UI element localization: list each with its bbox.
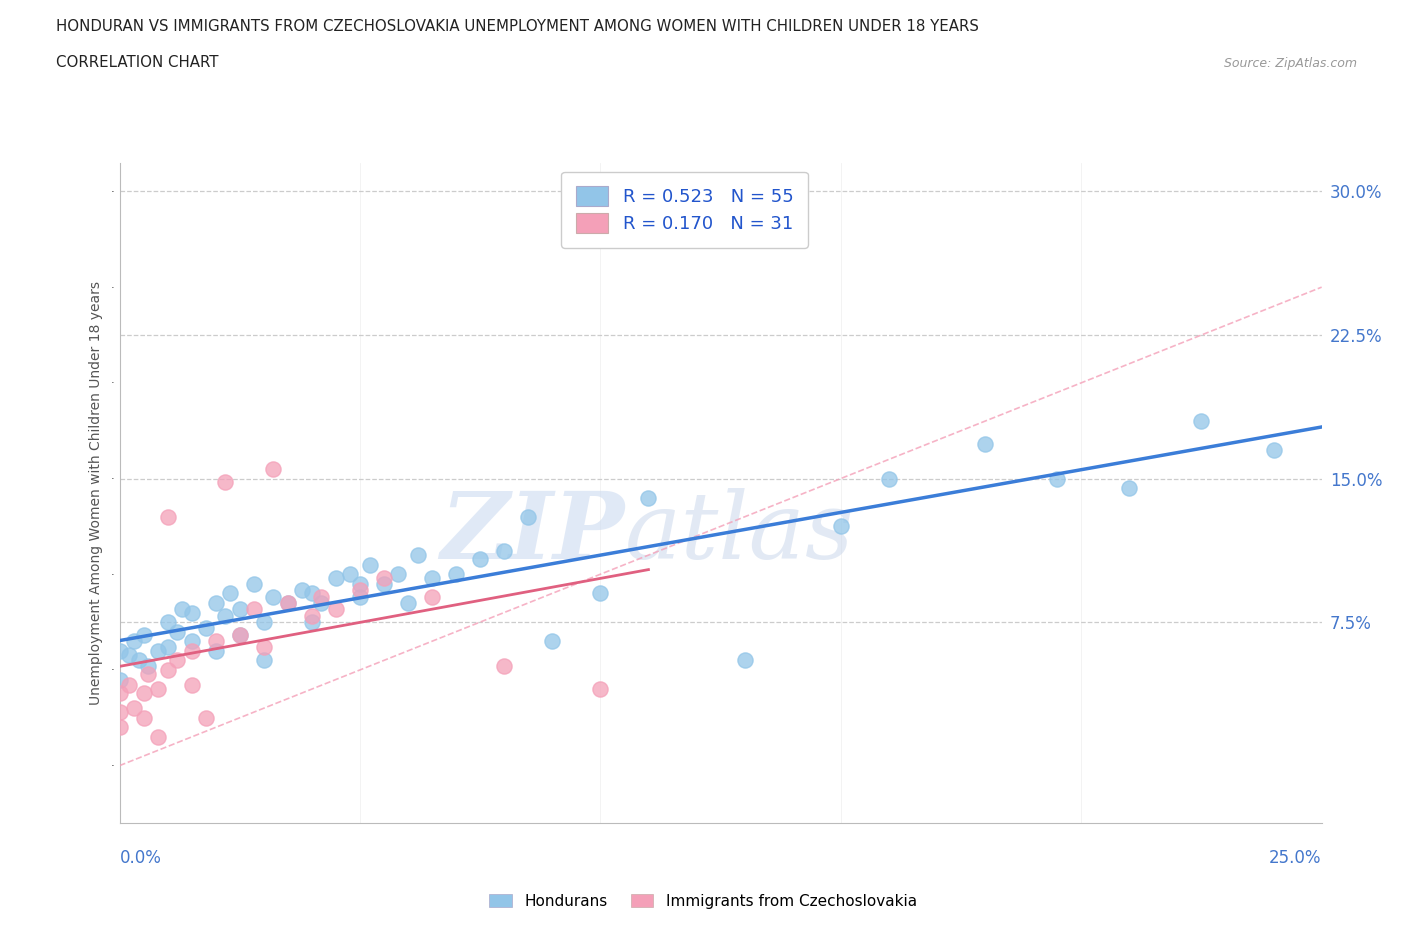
Point	[311, 590, 333, 604]
Point	[349, 577, 371, 591]
Point	[180, 678, 202, 693]
Point	[420, 590, 443, 604]
Point	[262, 590, 284, 604]
Point	[253, 640, 276, 655]
Point	[166, 624, 188, 639]
Point	[339, 566, 361, 581]
Point	[132, 711, 155, 725]
Point	[219, 586, 242, 601]
Point	[138, 658, 160, 673]
Point	[118, 678, 141, 693]
Point	[180, 644, 202, 658]
Text: 0.0%: 0.0%	[120, 849, 162, 867]
Point	[170, 602, 193, 617]
Point	[291, 582, 314, 597]
Point	[830, 519, 852, 534]
Point	[1189, 414, 1212, 429]
Point	[195, 711, 218, 725]
Point	[301, 586, 323, 601]
Point	[277, 595, 299, 610]
Point	[132, 628, 155, 643]
Point	[301, 609, 323, 624]
Point	[1046, 472, 1069, 486]
Point	[204, 644, 226, 658]
Y-axis label: Unemployment Among Women with Children Under 18 years: Unemployment Among Women with Children U…	[89, 281, 103, 705]
Point	[204, 595, 226, 610]
Text: ZIP: ZIP	[440, 487, 624, 578]
Point	[444, 566, 467, 581]
Point	[108, 685, 131, 700]
Point	[180, 633, 202, 648]
Point	[325, 602, 347, 617]
Point	[494, 544, 516, 559]
Point	[128, 653, 150, 668]
Point	[1263, 443, 1285, 458]
Point	[349, 590, 371, 604]
Point	[243, 577, 266, 591]
Text: Source: ZipAtlas.com: Source: ZipAtlas.com	[1223, 57, 1357, 70]
Point	[166, 653, 188, 668]
Point	[156, 615, 179, 630]
Point	[108, 672, 131, 687]
Point	[494, 658, 516, 673]
Point	[204, 633, 226, 648]
Point	[974, 437, 997, 452]
Point	[301, 615, 323, 630]
Point	[146, 729, 169, 744]
Point	[325, 571, 347, 586]
Point	[156, 640, 179, 655]
Point	[108, 705, 131, 720]
Text: CORRELATION CHART: CORRELATION CHART	[56, 55, 219, 70]
Point	[589, 682, 612, 697]
Point	[877, 472, 900, 486]
Point	[122, 701, 145, 716]
Point	[228, 628, 252, 643]
Point	[214, 475, 236, 490]
Point	[468, 551, 492, 566]
Point	[156, 662, 179, 677]
Point	[517, 510, 540, 525]
Point	[734, 653, 756, 668]
Point	[387, 566, 409, 581]
Point	[108, 720, 131, 735]
Point	[262, 461, 284, 476]
Point	[373, 571, 395, 586]
Point	[311, 595, 333, 610]
Point	[396, 595, 419, 610]
Point	[146, 682, 169, 697]
Point	[156, 510, 179, 525]
Point	[118, 647, 141, 662]
Point	[195, 620, 218, 635]
Point	[253, 615, 276, 630]
Point	[349, 582, 371, 597]
Point	[420, 571, 443, 586]
Point	[228, 628, 252, 643]
Point	[359, 557, 381, 572]
Legend: Hondurans, Immigrants from Czechoslovakia: Hondurans, Immigrants from Czechoslovaki…	[484, 887, 922, 915]
Point	[253, 653, 276, 668]
Legend: R = 0.523   N = 55, R = 0.170   N = 31: R = 0.523 N = 55, R = 0.170 N = 31	[561, 172, 808, 247]
Point	[373, 577, 395, 591]
Point	[406, 548, 429, 563]
Text: atlas: atlas	[624, 487, 853, 578]
Point	[138, 666, 160, 681]
Point	[277, 595, 299, 610]
Point	[1118, 481, 1140, 496]
Point	[108, 644, 131, 658]
Point	[589, 586, 612, 601]
Text: 25.0%: 25.0%	[1270, 849, 1322, 867]
Point	[228, 602, 252, 617]
Point	[541, 633, 564, 648]
Point	[146, 644, 169, 658]
Point	[214, 609, 236, 624]
Point	[122, 633, 145, 648]
Point	[637, 490, 659, 505]
Point	[180, 605, 202, 620]
Point	[132, 685, 155, 700]
Point	[243, 602, 266, 617]
Text: HONDURAN VS IMMIGRANTS FROM CZECHOSLOVAKIA UNEMPLOYMENT AMONG WOMEN WITH CHILDRE: HONDURAN VS IMMIGRANTS FROM CZECHOSLOVAK…	[56, 19, 979, 33]
